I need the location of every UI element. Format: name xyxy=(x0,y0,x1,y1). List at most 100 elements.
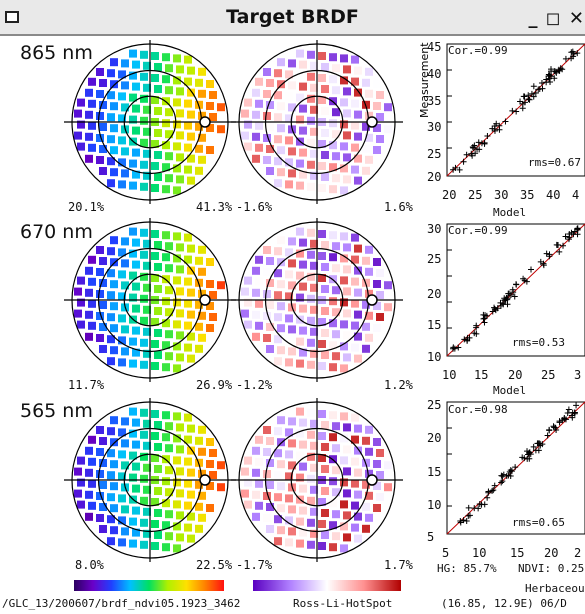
observation-mark xyxy=(321,329,329,337)
observation-mark xyxy=(274,179,282,188)
observation-mark xyxy=(165,264,173,273)
observation-mark xyxy=(129,407,137,416)
observation-mark xyxy=(274,449,282,458)
observation-mark xyxy=(288,527,296,536)
observation-mark xyxy=(252,288,260,297)
observation-mark xyxy=(96,90,104,98)
observation-mark xyxy=(129,93,137,102)
observation-mark xyxy=(274,515,282,524)
scatter-point xyxy=(564,409,571,416)
scatter-point xyxy=(504,301,511,308)
observation-mark xyxy=(162,297,170,306)
observation-mark xyxy=(263,470,271,478)
observation-mark xyxy=(307,408,315,417)
observation-mark xyxy=(329,231,337,240)
observation-mark xyxy=(354,446,362,455)
observation-mark xyxy=(184,413,192,422)
observation-mark xyxy=(365,513,373,522)
scatter-point xyxy=(472,150,479,157)
observation-mark xyxy=(340,120,348,129)
observation-mark xyxy=(373,280,381,288)
observation-mark xyxy=(195,322,203,331)
scatter-point xyxy=(538,79,545,86)
observation-mark xyxy=(118,136,126,145)
observation-mark xyxy=(351,255,359,264)
xtick: 3 xyxy=(574,368,582,382)
scatter-point xyxy=(519,105,526,112)
window-controls[interactable]: _ ◻ ✕ xyxy=(528,8,585,29)
scatter-point xyxy=(553,241,560,248)
observation-mark xyxy=(299,304,307,313)
observation-mark xyxy=(154,329,162,337)
scatter-point xyxy=(546,253,553,260)
ytick: 20 xyxy=(427,170,442,184)
observation-mark xyxy=(343,153,351,162)
observation-mark xyxy=(307,182,315,191)
polar-brdf-670 xyxy=(64,218,236,382)
observation-mark xyxy=(110,124,118,133)
observation-mark xyxy=(151,74,159,82)
observation-mark xyxy=(354,490,362,499)
observation-mark xyxy=(165,64,173,73)
observation-mark xyxy=(165,152,173,161)
sun-position-marker xyxy=(199,116,211,128)
observation-mark xyxy=(154,63,162,71)
observation-mark xyxy=(110,258,118,267)
scatter-point xyxy=(547,78,554,85)
observation-mark xyxy=(129,227,137,236)
scatter-point xyxy=(543,76,550,83)
ytick: 5 xyxy=(427,530,435,544)
observation-mark xyxy=(343,423,351,432)
observation-mark xyxy=(340,142,348,151)
observation-mark xyxy=(206,324,214,332)
scatter-point xyxy=(573,402,580,409)
observation-mark xyxy=(110,416,118,425)
observation-mark xyxy=(85,132,93,141)
observation-mark xyxy=(121,103,129,112)
observation-mark xyxy=(329,297,337,306)
observation-mark xyxy=(96,470,104,478)
observation-mark xyxy=(107,113,115,122)
observation-mark xyxy=(310,327,318,336)
observation-mark xyxy=(354,244,362,253)
observation-mark xyxy=(217,103,225,112)
observation-mark xyxy=(88,435,96,444)
observation-mark xyxy=(195,144,203,153)
observation-mark xyxy=(343,87,351,96)
observation-mark xyxy=(310,441,318,450)
observation-mark xyxy=(340,76,348,85)
observation-mark xyxy=(132,104,140,113)
observation-mark xyxy=(354,468,362,477)
observation-mark xyxy=(340,456,348,465)
observation-mark xyxy=(343,243,351,252)
observation-mark xyxy=(129,71,137,80)
observation-mark xyxy=(354,534,362,543)
observation-mark xyxy=(74,309,82,318)
observation-mark xyxy=(121,325,129,334)
xtick: 5 xyxy=(442,546,450,560)
observation-mark xyxy=(107,269,115,278)
observation-mark xyxy=(296,359,304,368)
ytick: 25 xyxy=(427,147,442,161)
observation-mark xyxy=(307,316,315,325)
observation-mark xyxy=(195,344,203,353)
observation-mark xyxy=(244,298,252,307)
observation-mark xyxy=(255,435,263,444)
observation-mark xyxy=(140,72,148,81)
observation-mark xyxy=(343,175,351,184)
observation-mark xyxy=(184,523,192,532)
observation-mark xyxy=(107,69,115,78)
observation-mark xyxy=(329,433,337,442)
observation-mark xyxy=(266,123,274,131)
observation-mark xyxy=(165,330,173,339)
observation-mark xyxy=(266,167,274,175)
observation-mark xyxy=(343,287,351,296)
scatter-point xyxy=(556,248,563,255)
observation-mark xyxy=(209,471,217,479)
observation-mark xyxy=(255,457,263,466)
observation-mark xyxy=(176,65,184,74)
observation-mark xyxy=(85,512,93,521)
observation-mark xyxy=(307,518,315,527)
observation-mark xyxy=(329,543,337,552)
window-menu-button[interactable] xyxy=(5,11,19,23)
